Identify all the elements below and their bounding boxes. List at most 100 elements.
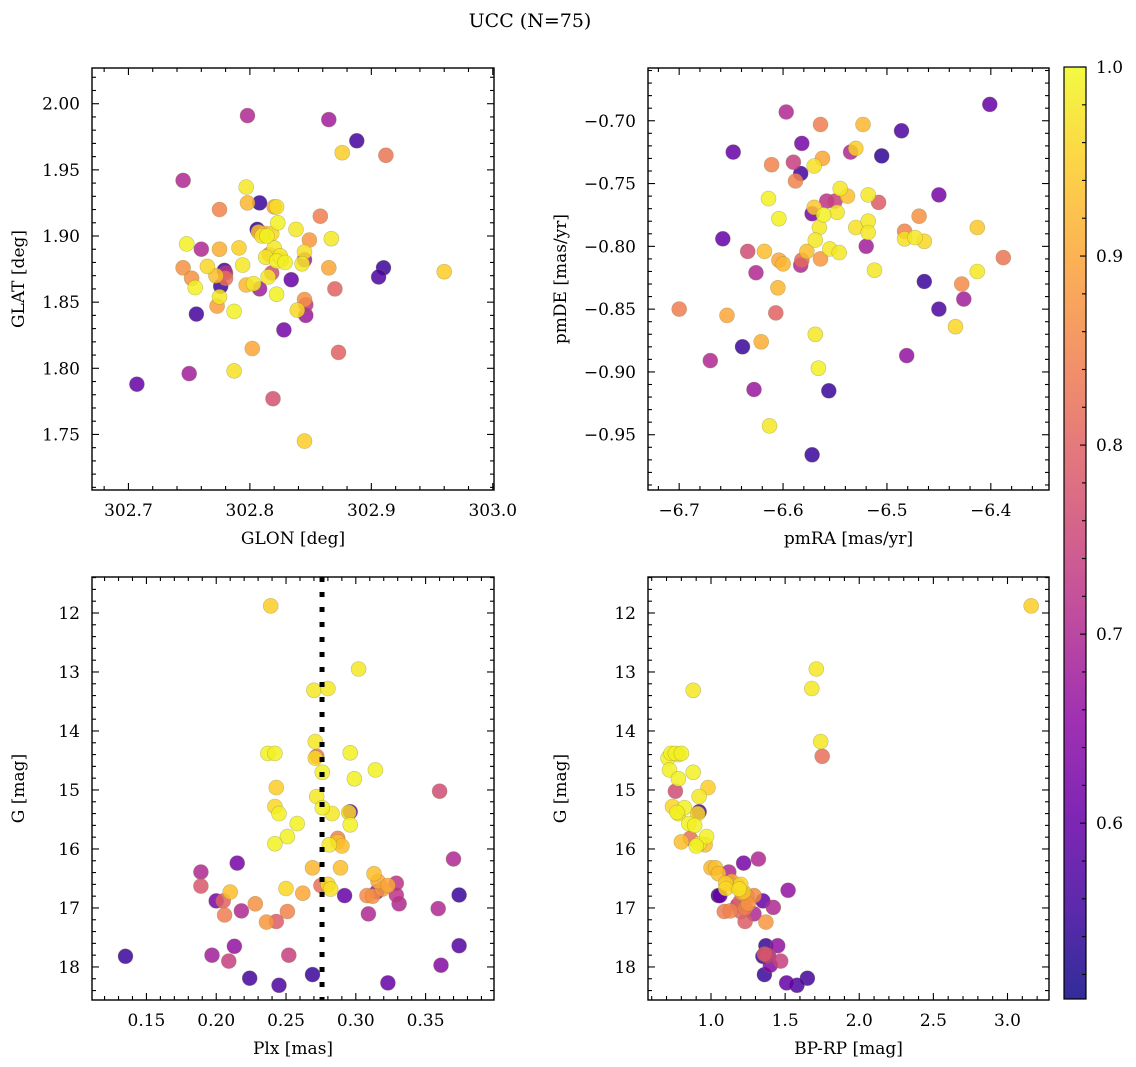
y-tick-label: 1.95 xyxy=(42,161,80,181)
data-point xyxy=(739,243,756,260)
data-point xyxy=(931,301,947,317)
y-tick-label: −0.90 xyxy=(584,363,636,383)
data-point xyxy=(831,244,848,261)
data-point xyxy=(268,286,285,303)
data-point xyxy=(778,975,795,991)
data-point xyxy=(188,306,205,322)
data-point xyxy=(433,957,449,974)
data-point xyxy=(860,187,877,203)
x-axis-label: GLON [deg] xyxy=(241,529,345,549)
x-tick-label: 1.5 xyxy=(772,1011,799,1031)
data-point xyxy=(370,269,387,285)
data-point xyxy=(815,207,832,223)
data-point xyxy=(812,733,829,750)
data-point xyxy=(780,882,796,899)
data-point xyxy=(866,262,883,279)
panel-plx-g: 0.15 0.20 0.25 0.30 0.35 12 13 14 15 16 17 18 Plx [m… xyxy=(9,576,495,1059)
data-point xyxy=(239,195,256,211)
data-point xyxy=(247,895,264,912)
x-tick-label: −6.6 xyxy=(762,501,803,521)
data-point xyxy=(175,259,191,276)
y-tick-label: 1.80 xyxy=(42,359,80,379)
points-group xyxy=(660,598,1039,994)
data-point xyxy=(431,783,448,800)
data-point xyxy=(814,748,831,765)
data-point xyxy=(688,838,705,854)
data-point xyxy=(806,158,823,174)
data-point xyxy=(216,907,233,923)
axes-frame xyxy=(91,576,495,1001)
data-point xyxy=(756,243,773,260)
data-point xyxy=(445,851,462,867)
data-point xyxy=(761,418,778,434)
data-point xyxy=(241,970,258,987)
panel-pmra-pmde: −6.7 −6.6 −6.5 −6.4 −0.95 −0.90 −0.85 −0.80 −0.7… xyxy=(551,67,1050,549)
data-point xyxy=(911,208,927,224)
y-tick-label: 12 xyxy=(58,604,80,624)
data-point xyxy=(294,885,311,902)
y-tick-label: 15 xyxy=(58,781,80,801)
data-point xyxy=(378,147,394,164)
data-point xyxy=(807,326,824,343)
data-point xyxy=(226,303,242,320)
data-point xyxy=(199,258,216,275)
data-point xyxy=(342,816,359,833)
data-point xyxy=(847,140,864,157)
data-point xyxy=(306,682,322,699)
y-axis-label: pmDE [mas/yr] xyxy=(551,214,571,344)
data-point xyxy=(719,307,735,324)
data-point xyxy=(334,144,351,161)
data-point xyxy=(799,243,815,260)
data-point xyxy=(750,851,767,867)
data-point xyxy=(314,799,331,816)
y-tick-label: −0.70 xyxy=(584,112,636,132)
x-tick-label: 3.0 xyxy=(994,1011,1021,1031)
data-point xyxy=(280,947,297,964)
data-point xyxy=(178,236,195,252)
data-point xyxy=(685,682,702,699)
colorbar-tick-label: 0.7 xyxy=(1096,625,1123,645)
y-tick-label: −0.85 xyxy=(584,300,636,320)
y-tick-label: 15 xyxy=(614,781,636,801)
data-point xyxy=(686,817,703,834)
data-point xyxy=(233,903,250,919)
data-point xyxy=(129,376,145,393)
data-point xyxy=(342,744,359,761)
data-point xyxy=(893,123,910,139)
data-point xyxy=(767,305,784,321)
data-point xyxy=(380,975,396,991)
ticks xyxy=(648,577,1049,1000)
data-point xyxy=(260,269,276,285)
data-point xyxy=(969,219,986,236)
x-tick-label: 0.30 xyxy=(337,1011,375,1031)
y-axis-label: G [mag] xyxy=(9,754,29,823)
x-tick-label: 302.9 xyxy=(347,501,396,521)
data-point xyxy=(772,953,789,969)
data-point xyxy=(770,279,786,296)
data-point xyxy=(229,855,245,871)
data-point xyxy=(296,433,313,449)
data-point xyxy=(211,241,228,257)
data-point xyxy=(277,254,293,271)
y-tick-label: 17 xyxy=(614,899,636,919)
data-point xyxy=(238,179,254,195)
y-tick-label: 2.00 xyxy=(42,95,80,115)
x-tick-label: −6.4 xyxy=(970,501,1011,521)
data-point xyxy=(336,887,353,904)
data-point xyxy=(231,240,247,256)
x-tick-label: 0.35 xyxy=(407,1011,445,1031)
data-point xyxy=(327,281,343,297)
colorbar-tick-label: 0.9 xyxy=(1096,247,1123,267)
data-point xyxy=(995,249,1012,266)
x-axis-label: BP-RP [mag] xyxy=(794,1039,903,1059)
data-point xyxy=(234,257,251,273)
y-tick-label: 18 xyxy=(614,958,636,978)
data-point xyxy=(725,144,742,160)
data-point xyxy=(211,289,228,305)
data-point xyxy=(691,788,707,805)
data-point xyxy=(320,259,337,276)
colorbar-gradient xyxy=(1063,66,1087,1000)
data-point xyxy=(765,899,782,916)
data-point xyxy=(289,302,306,318)
data-point xyxy=(367,762,384,778)
